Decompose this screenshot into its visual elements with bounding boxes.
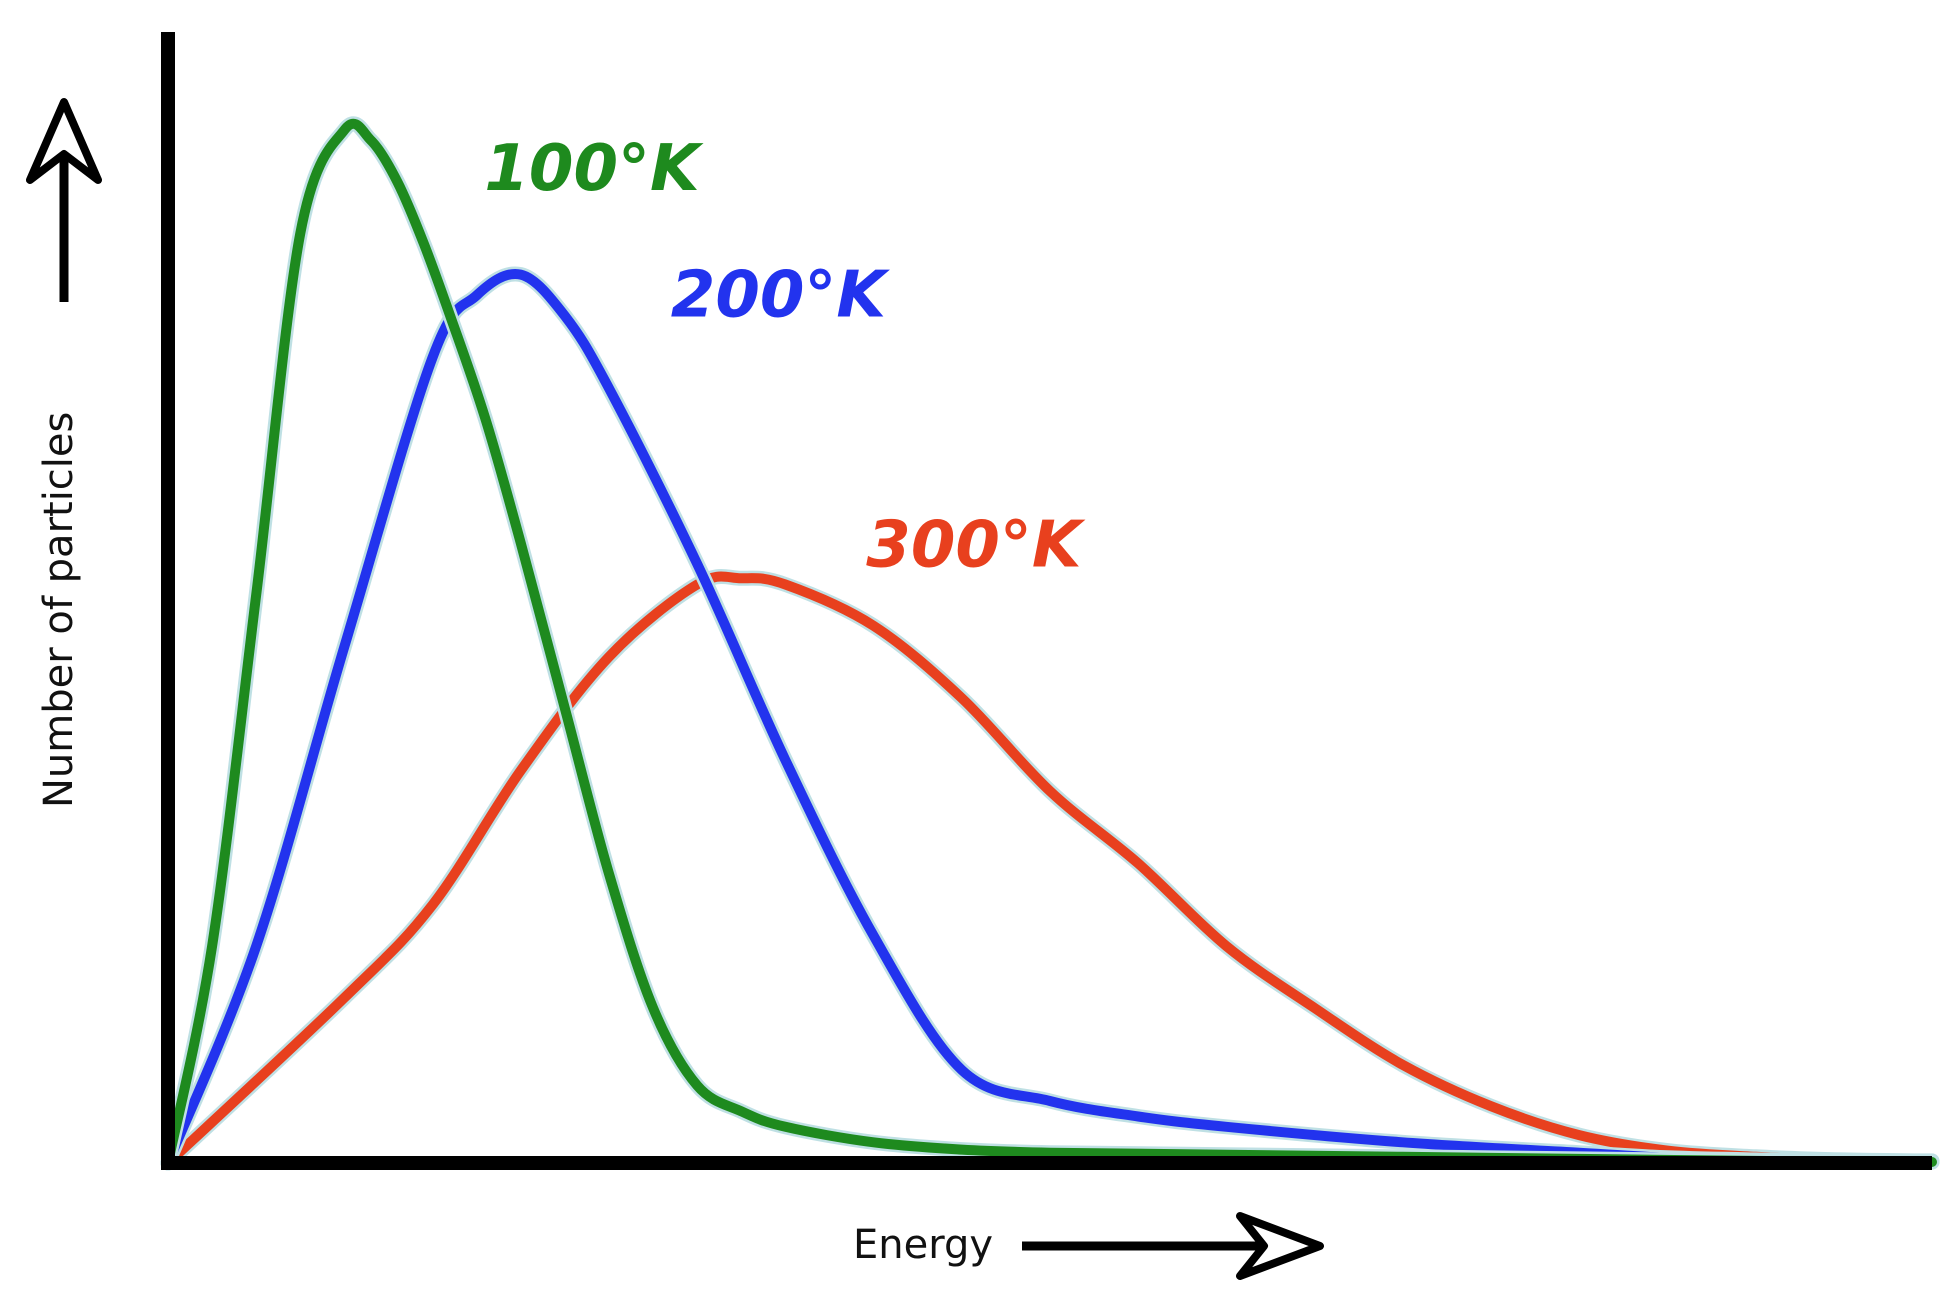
series-line [163,571,1937,1168]
x-axis-title: Energy [853,1222,993,1268]
series-line-halo [160,569,1940,1171]
y-axis-title: Number of particles [36,412,82,808]
series-label: 300°K [866,508,1086,582]
curves [160,116,1940,1171]
series-line-halo [160,266,1940,1171]
series-line [163,268,1937,1168]
x-axis-arrow-icon [1022,1212,1324,1280]
series-labels: 100°K 200°K 300°K [484,132,1085,582]
series-line [163,118,1937,1168]
y-axis-arrow-icon [26,98,102,302]
series-label: 200°K [671,259,891,333]
series-label: 100°K [484,132,704,206]
